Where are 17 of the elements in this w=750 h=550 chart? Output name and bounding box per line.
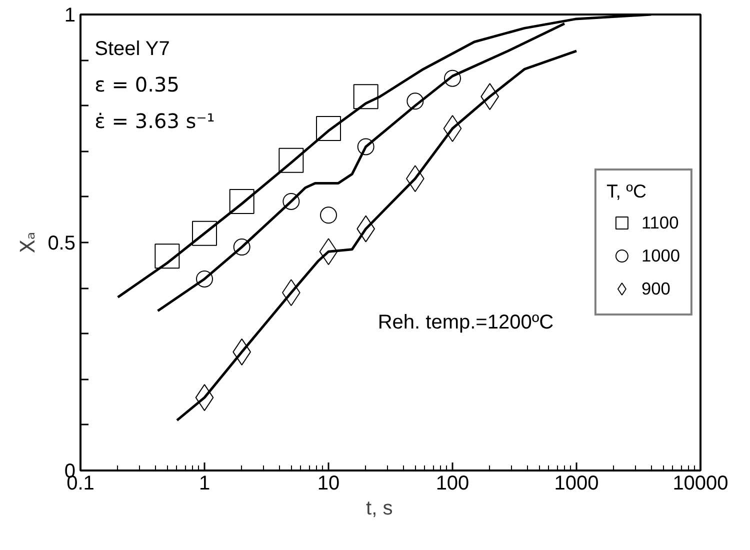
x-tick-label: 100 [436, 472, 470, 494]
legend-title: T, ºC [606, 180, 648, 202]
x-tick-label: 1 [198, 472, 210, 494]
legend-label: 1000 [641, 245, 680, 266]
annotation: Reh. temp.=1200ºC [378, 312, 554, 334]
x-tick-label: 10000 [672, 472, 728, 494]
y-tick-label: 0.5 [48, 232, 76, 254]
annotation: ε̇ = 3.63 s⁻¹ [94, 109, 215, 134]
x-tick-label: 10 [317, 472, 340, 494]
annotation: Steel Y7 [94, 38, 170, 60]
x-axis-title: t, s [366, 498, 393, 520]
legend-label: 900 [641, 278, 670, 299]
legend-label: 1100 [641, 212, 679, 233]
x-tick-label: 1000 [554, 472, 599, 494]
y-tick-label: 1 [64, 4, 76, 26]
y-axis-title: Xₐ [16, 232, 40, 254]
annotation: ε = 0.35 [94, 72, 180, 97]
